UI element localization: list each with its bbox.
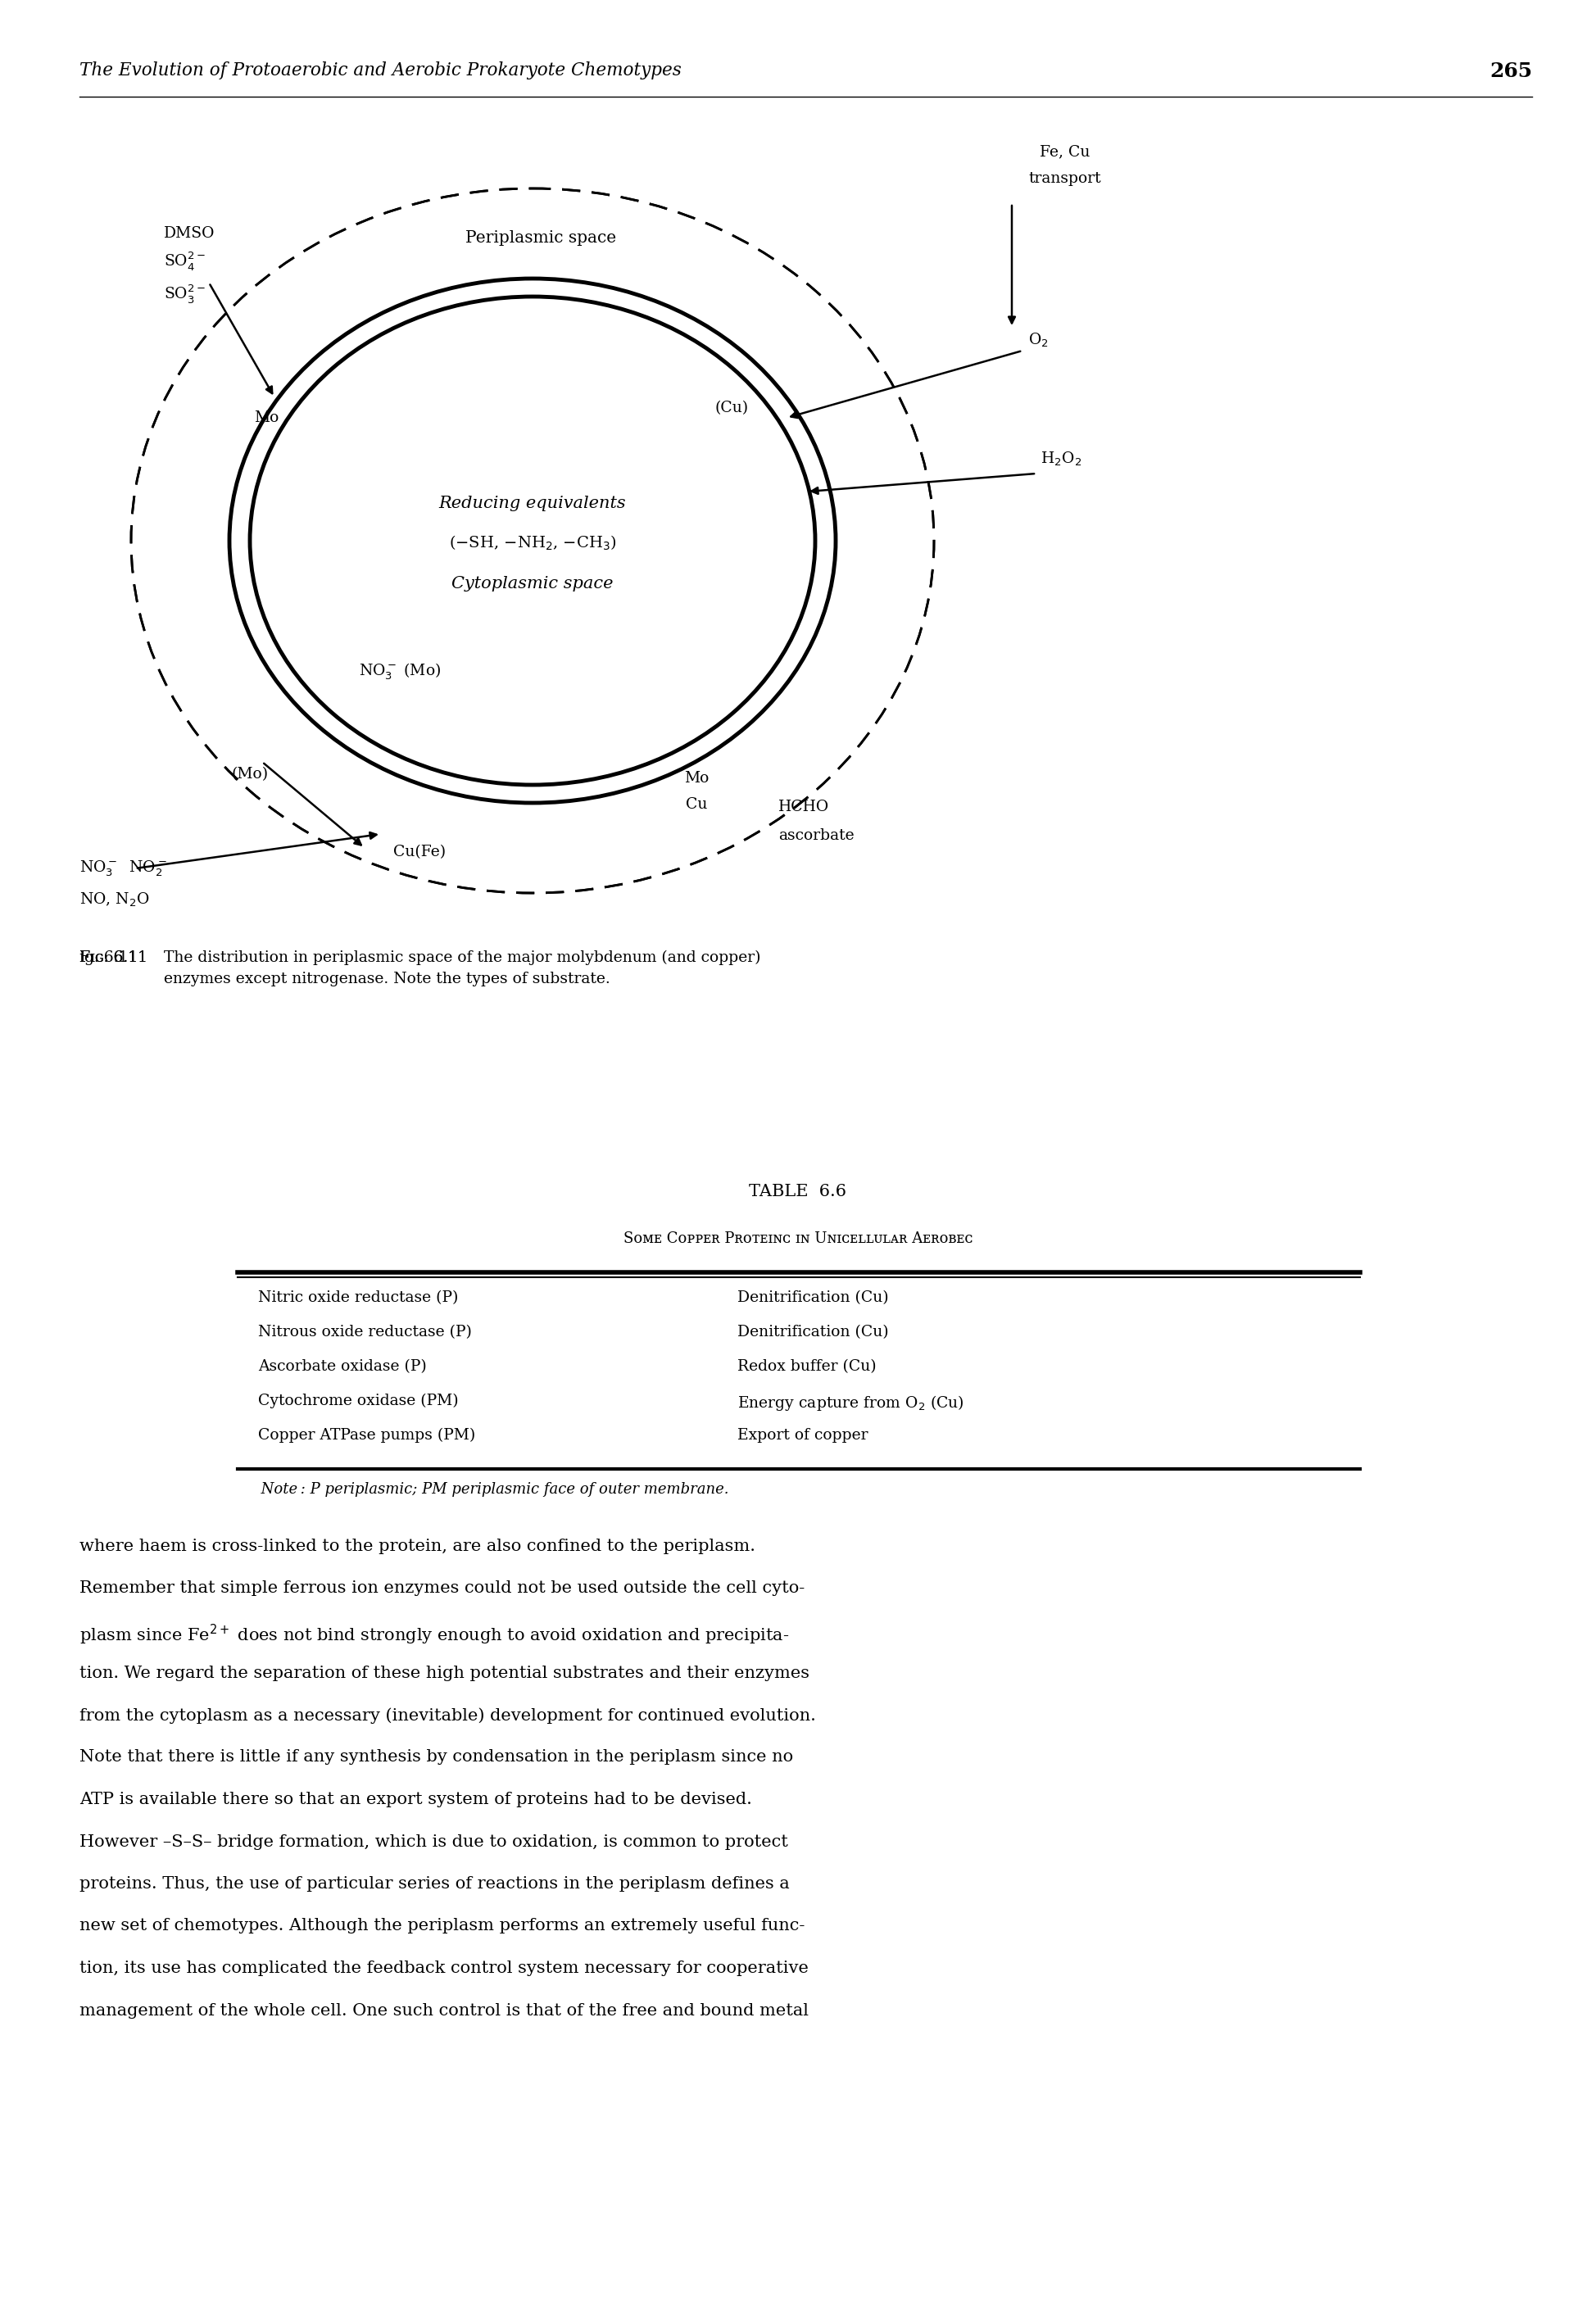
Text: ATP is available there so that an export system of proteins had to be devised.: ATP is available there so that an export… bbox=[80, 1792, 752, 1808]
Text: Export of copper: Export of copper bbox=[737, 1427, 868, 1444]
Text: Denitrification (Cu): Denitrification (Cu) bbox=[737, 1325, 889, 1339]
Text: management of the whole cell. One such control is that of the free and bound met: management of the whole cell. One such c… bbox=[80, 2003, 809, 2019]
Text: transport: transport bbox=[1029, 172, 1101, 186]
Text: Nitrous oxide reductase (P): Nitrous oxide reductase (P) bbox=[259, 1325, 472, 1339]
Text: ig. 6.11: ig. 6.11 bbox=[80, 949, 137, 966]
Text: SO$_4^{2-}$: SO$_4^{2-}$ bbox=[164, 248, 206, 272]
Ellipse shape bbox=[252, 299, 812, 782]
Text: Sᴏᴍᴇ Cᴏᴘᴘᴇʀ Pʀᴏᴛᴇɪɴᴄ ɪɴ Uɴɪᴄᴇʟʟᴜʟᴀʀ Aᴇʀᴏʙᴇᴄ: Sᴏᴍᴇ Cᴏᴘᴘᴇʀ Pʀᴏᴛᴇɪɴᴄ ɪɴ Uɴɪᴄᴇʟʟᴜʟᴀʀ Aᴇʀᴏ… bbox=[624, 1232, 972, 1246]
Text: Ascorbate oxidase (P): Ascorbate oxidase (P) bbox=[259, 1360, 426, 1374]
Text: Fe, Cu: Fe, Cu bbox=[1041, 144, 1090, 158]
Text: Cytoplasmic space: Cytoplasmic space bbox=[452, 576, 613, 592]
Text: Cu: Cu bbox=[686, 796, 707, 812]
Text: DMSO: DMSO bbox=[164, 225, 215, 241]
Text: Remember that simple ferrous ion enzymes could not be used outside the cell cyto: Remember that simple ferrous ion enzymes… bbox=[80, 1581, 804, 1597]
Text: (Cu): (Cu) bbox=[715, 402, 749, 415]
Text: NO$_3^-$ (Mo): NO$_3^-$ (Mo) bbox=[359, 661, 440, 682]
Text: Energy capture from O$_2$ (Cu): Energy capture from O$_2$ (Cu) bbox=[737, 1393, 964, 1413]
Text: Note : P periplasmic; PM periplasmic face of outer membrane.: Note : P periplasmic; PM periplasmic fac… bbox=[259, 1483, 729, 1497]
Text: Reducing equivalents: Reducing equivalents bbox=[439, 497, 626, 511]
Text: new set of chemotypes. Although the periplasm performs an extremely useful func-: new set of chemotypes. Although the peri… bbox=[80, 1919, 804, 1933]
Text: tion. We regard the separation of these high potential substrates and their enzy: tion. We regard the separation of these … bbox=[80, 1664, 809, 1680]
Text: H$_2$O$_2$: H$_2$O$_2$ bbox=[1041, 450, 1082, 467]
Text: Cytochrome oxidase (PM): Cytochrome oxidase (PM) bbox=[259, 1393, 458, 1409]
Text: tion, its use has complicated the feedback control system necessary for cooperat: tion, its use has complicated the feedba… bbox=[80, 1961, 809, 1975]
Text: NO$_3^-$  NO$_2^-$: NO$_3^-$ NO$_2^-$ bbox=[80, 859, 168, 877]
Text: Redox buffer (Cu): Redox buffer (Cu) bbox=[737, 1360, 876, 1374]
Text: plasm since Fe$^{2+}$ does not bind strongly enough to avoid oxidation and preci: plasm since Fe$^{2+}$ does not bind stro… bbox=[80, 1622, 788, 1648]
Text: Mo: Mo bbox=[254, 411, 279, 425]
Text: ascorbate: ascorbate bbox=[779, 829, 854, 843]
Text: The distribution in periplasmic space of the major molybdenum (and copper)
enzym: The distribution in periplasmic space of… bbox=[164, 949, 761, 986]
Text: Periplasmic space: Periplasmic space bbox=[466, 230, 616, 246]
Ellipse shape bbox=[132, 190, 932, 891]
Text: NO, N$_2$O: NO, N$_2$O bbox=[80, 891, 150, 908]
Text: ($-$SH, $-$NH$_2$, $-$CH$_3$): ($-$SH, $-$NH$_2$, $-$CH$_3$) bbox=[448, 534, 616, 552]
Text: The Evolution of Protoaerobic and Aerobic Prokaryote Chemotypes: The Evolution of Protoaerobic and Aerobi… bbox=[80, 60, 681, 79]
Text: Nitric oxide reductase (P): Nitric oxide reductase (P) bbox=[259, 1290, 458, 1304]
Text: Copper ATPase pumps (PM): Copper ATPase pumps (PM) bbox=[259, 1427, 476, 1444]
Text: SO$_3^{2-}$: SO$_3^{2-}$ bbox=[164, 283, 206, 304]
Text: TABLE  6.6: TABLE 6.6 bbox=[749, 1184, 847, 1200]
Text: Mo: Mo bbox=[685, 771, 709, 787]
Text: Note that there is little if any synthesis by condensation in the periplasm sinc: Note that there is little if any synthes… bbox=[80, 1750, 793, 1766]
Text: However –S–S– bridge formation, which is due to oxidation, is common to protect: However –S–S– bridge formation, which is… bbox=[80, 1834, 788, 1850]
Text: 265: 265 bbox=[1489, 60, 1532, 81]
Text: Fıɢ. 6.11: Fıɢ. 6.11 bbox=[80, 949, 147, 966]
Text: Denitrification (Cu): Denitrification (Cu) bbox=[737, 1290, 889, 1304]
Text: Cu(Fe): Cu(Fe) bbox=[393, 845, 445, 859]
Text: (Mo): (Mo) bbox=[231, 766, 268, 782]
Text: from the cytoplasm as a necessary (inevitable) development for continued evoluti: from the cytoplasm as a necessary (inevi… bbox=[80, 1708, 816, 1725]
Text: O$_2$: O$_2$ bbox=[1028, 332, 1049, 348]
Text: proteins. Thus, the use of particular series of reactions in the periplasm defin: proteins. Thus, the use of particular se… bbox=[80, 1875, 790, 1892]
Text: Fɪɢ. 6.11: Fɪɢ. 6.11 bbox=[80, 949, 147, 966]
Text: HCHO: HCHO bbox=[779, 801, 830, 815]
Text: where haem is cross-linked to the protein, are also confined to the periplasm.: where haem is cross-linked to the protei… bbox=[80, 1539, 755, 1555]
Text: F: F bbox=[80, 949, 89, 966]
